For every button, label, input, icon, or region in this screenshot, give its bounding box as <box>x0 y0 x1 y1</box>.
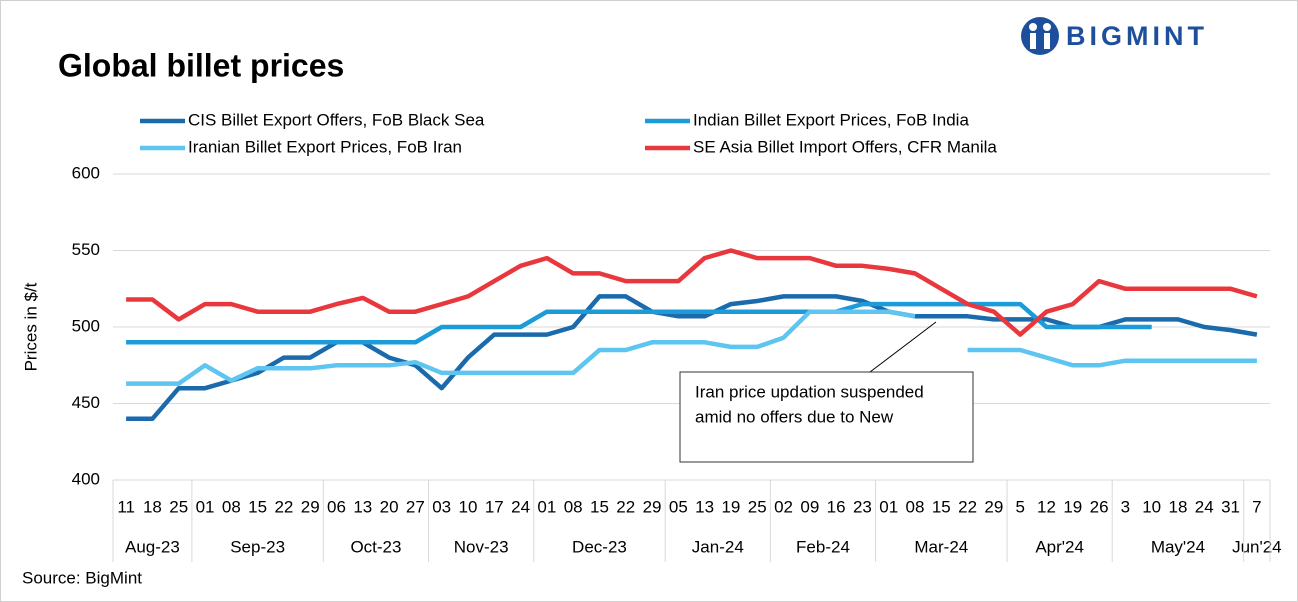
x-tick-label: 15 <box>590 497 609 516</box>
x-tick-label: 20 <box>380 497 399 516</box>
x-tick-label: 12 <box>1037 497 1056 516</box>
logo-icon <box>1021 17 1059 55</box>
logo-icon-dot <box>1043 23 1051 31</box>
annotation: Iran price updation suspended amid no off… <box>679 321 974 463</box>
x-tick-label: 25 <box>169 497 188 516</box>
x-group-label: Dec-23 <box>572 537 627 556</box>
x-tick-label: 3 <box>1121 497 1130 516</box>
x-group-label: Jan-24 <box>692 537 744 556</box>
series-line <box>126 248 1258 337</box>
logo-text: BIGMINT <box>1066 21 1208 51</box>
x-tick-label: 29 <box>643 497 662 516</box>
x-tick-label: 27 <box>406 497 425 516</box>
x-group-label: Feb-24 <box>796 537 850 556</box>
x-axis: 11 18 25 Aug-23 01 08 15 22 29 Sep-23 06 13 20 27 Oct-… <box>112 479 1282 562</box>
x-group-label: Jun'24 <box>1232 537 1282 556</box>
series-line <box>126 309 1257 386</box>
logo: BIGMINT <box>1021 17 1208 55</box>
x-tick-label: 13 <box>353 497 372 516</box>
x-tick-label: 03 <box>432 497 451 516</box>
x-tick-label: 01 <box>196 497 215 516</box>
y-axis-label: Prices in $/t <box>21 282 40 371</box>
x-tick-label: 23 <box>853 497 872 516</box>
x-tick-label: 22 <box>958 497 977 516</box>
x-tick-label: 01 <box>879 497 898 516</box>
x-tick-label: 10 <box>1142 497 1161 516</box>
x-tick-label: 06 <box>327 497 346 516</box>
x-group-label: Oct-23 <box>350 537 401 556</box>
x-tick-label: 26 <box>1090 497 1109 516</box>
x-tick-label: 15 <box>248 497 267 516</box>
x-tick-label: 19 <box>721 497 740 516</box>
x-tick-label: 15 <box>932 497 951 516</box>
lines <box>126 248 1258 422</box>
x-group-label: Sep-23 <box>230 537 285 556</box>
x-tick-label: 10 <box>459 497 478 516</box>
x-tick-label: 18 <box>1169 497 1188 516</box>
x-tick-label: 05 <box>669 497 688 516</box>
x-group-label: Apr'24 <box>1035 537 1084 556</box>
annotation-leader <box>869 321 937 373</box>
legend-label: SE Asia Billet Import Offers, CFR Manila <box>693 137 997 156</box>
x-group-label: Mar-24 <box>914 537 968 556</box>
x-tick-label: 25 <box>748 497 767 516</box>
x-tick-label: 24 <box>1195 497 1214 516</box>
source: Source: BigMint <box>22 568 142 587</box>
x-tick-label: 19 <box>1063 497 1082 516</box>
x-tick-label: 18 <box>143 497 162 516</box>
x-tick-label: 08 <box>222 497 241 516</box>
y-tick-label: 500 <box>72 316 100 335</box>
x-tick-label: 29 <box>301 497 320 516</box>
x-tick-label: 5 <box>1015 497 1024 516</box>
logo-icon-bar <box>1044 33 1050 49</box>
legend-label: Iranian Billet Export Prices, FoB Iran <box>188 137 462 156</box>
y-tick-label: 450 <box>72 393 100 412</box>
x-tick-label: 02 <box>774 497 793 516</box>
series-line <box>126 301 1152 345</box>
x-tick-label: 13 <box>695 497 714 516</box>
x-tick-label: 22 <box>616 497 635 516</box>
x-group-label: May'24 <box>1151 537 1205 556</box>
y-tick-label: 550 <box>72 240 100 259</box>
x-tick-label: 11 <box>117 497 135 516</box>
y-tick-label: 400 <box>72 469 100 488</box>
logo-icon-bar <box>1030 33 1036 49</box>
annotation-text: amid no offers due to New <box>695 407 894 426</box>
x-tick-label: 08 <box>906 497 925 516</box>
legend-label: Indian Billet Export Prices, FoB India <box>693 110 969 129</box>
x-tick-label: 22 <box>274 497 293 516</box>
annotation-text: Iran price updation suspended <box>695 382 924 401</box>
x-tick-label: 24 <box>511 497 530 516</box>
annotation-box <box>679 371 974 463</box>
x-tick-label: 08 <box>564 497 583 516</box>
x-group-label: Aug-23 <box>125 537 180 556</box>
x-tick-label: 09 <box>800 497 819 516</box>
x-tick-label: 31 <box>1221 497 1240 516</box>
logo-icon-dot <box>1029 23 1037 31</box>
x-group-label: Nov-23 <box>454 537 509 556</box>
chart-title: Global billet prices <box>58 47 344 83</box>
x-tick-label: 7 <box>1252 497 1261 516</box>
y-tick-label: 600 <box>72 163 100 182</box>
legend-label: CIS Billet Export Offers, FoB Black Sea <box>188 110 485 129</box>
legend: CIS Billet Export Offers, FoB Black Sea I… <box>140 110 997 156</box>
x-tick-label: 29 <box>984 497 1003 516</box>
x-tick-label: 01 <box>537 497 556 516</box>
x-tick-label: 17 <box>485 497 504 516</box>
x-tick-label: 16 <box>827 497 846 516</box>
